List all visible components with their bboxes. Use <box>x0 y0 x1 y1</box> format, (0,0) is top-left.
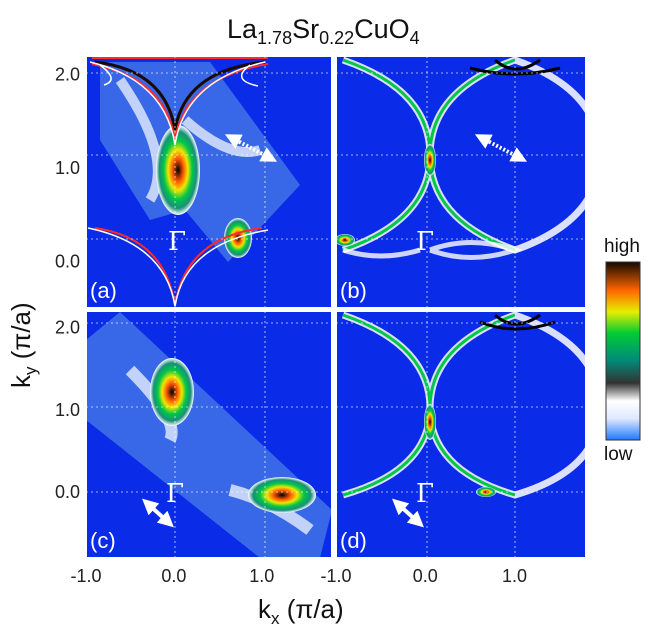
x-tick-label: 1.0 <box>249 566 274 586</box>
x-tick-label: 0.0 <box>413 566 438 586</box>
panel-c-hotspot-lower <box>248 477 316 513</box>
panel-b-background <box>336 56 586 308</box>
x-tick-label: 1.0 <box>502 566 527 586</box>
x-tick-label: 0.0 <box>161 566 186 586</box>
y-axis-label: ky (π/a) <box>6 302 40 388</box>
panel-label-b: (b) <box>340 278 367 303</box>
panel-a-intensity-map <box>87 57 300 307</box>
gamma-label-a: Γ <box>168 227 186 257</box>
x-tick-label: -1.0 <box>70 566 101 586</box>
y-tick-label: 2.0 <box>55 317 80 337</box>
panel-c-polarization-arrow <box>142 498 174 528</box>
y-tick-label: 0.0 <box>55 251 80 271</box>
figure-title: La1.78Sr0.22CuO4 <box>227 14 420 48</box>
y-tick-label: 1.0 <box>55 400 80 420</box>
colorbar <box>605 261 641 441</box>
panel-d-polarization-arrow <box>392 498 424 528</box>
x-axis-label: kx (π/a) <box>258 594 344 628</box>
colorbar-high-label: high <box>604 236 640 257</box>
panel-label-c: (c) <box>90 528 116 553</box>
panel-b-intensity-map <box>336 56 586 260</box>
panel-c-hotspot-upper <box>150 358 194 426</box>
y-tick-label: 1.0 <box>55 158 80 178</box>
tick-labels: 0.0 1.0 2.0 -1.0 0.0 1.0 0.0 1.0 2.0 -1.0 0.0 1.0 <box>55 65 527 586</box>
panel-d-background <box>336 311 586 558</box>
gamma-label-c: Γ <box>166 479 184 509</box>
panel-a-hotspot-upper <box>156 125 200 215</box>
panel-label-a: (a) <box>90 278 117 303</box>
gamma-label-d: Γ <box>416 479 434 509</box>
colorbar-low-label: low <box>604 444 633 465</box>
panel-a-measured-region <box>100 62 300 262</box>
panel-d-intensity-map <box>341 311 586 528</box>
panel-a-polarization-arrow <box>224 134 278 162</box>
gamma-label-b: Γ <box>416 227 434 257</box>
panel-b-polarization-arrow <box>474 134 528 162</box>
panel-label-d: (d) <box>340 528 367 553</box>
y-tick-label: 0.0 <box>55 482 80 502</box>
x-tick-label: -1.0 <box>320 566 351 586</box>
y-tick-label: 2.0 <box>55 65 80 85</box>
